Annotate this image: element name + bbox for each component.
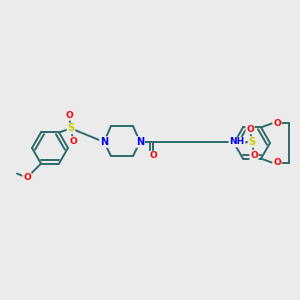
- Text: O: O: [69, 137, 77, 146]
- Text: NH: NH: [230, 137, 244, 146]
- Text: O: O: [23, 173, 31, 182]
- Text: O: O: [273, 158, 281, 167]
- Text: O: O: [273, 119, 281, 128]
- Text: S: S: [68, 123, 75, 134]
- Text: O: O: [246, 124, 254, 134]
- Text: S: S: [248, 137, 256, 147]
- Text: N: N: [136, 137, 144, 147]
- Text: N: N: [100, 137, 108, 147]
- Text: O: O: [149, 152, 157, 160]
- Text: O: O: [250, 151, 258, 160]
- Text: O: O: [65, 111, 73, 120]
